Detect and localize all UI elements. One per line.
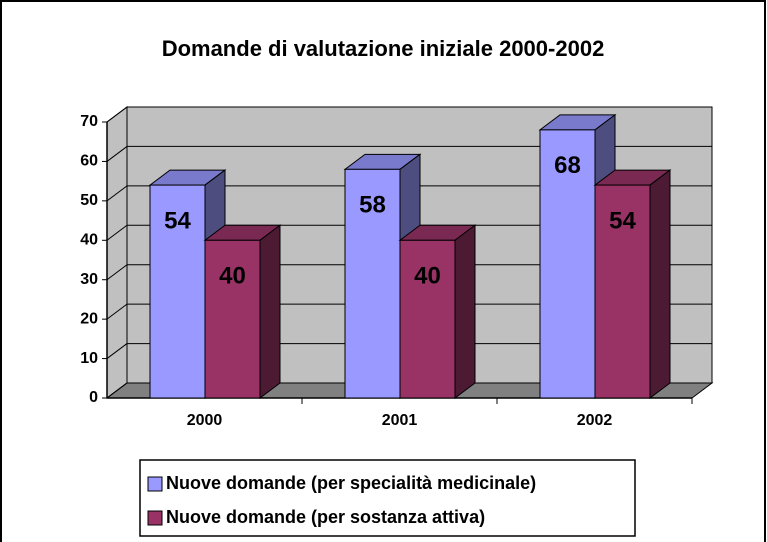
bar	[149, 184, 206, 399]
side-wall	[106, 106, 128, 399]
grid-line	[106, 224, 128, 241]
grid-line	[106, 185, 128, 202]
data-label: 40	[219, 263, 246, 290]
bar-side	[454, 224, 476, 399]
bar	[399, 239, 456, 399]
y-tick-label: 10	[80, 350, 98, 367]
y-tick-label: 40	[80, 232, 98, 249]
y-tick-label: 30	[80, 271, 98, 288]
grid-line	[106, 264, 128, 281]
legend-label: Nuove domande (per specialità medicinale…	[166, 473, 536, 493]
bar-side	[259, 224, 281, 399]
x-tick-label: 2000	[187, 412, 223, 429]
y-tick-label: 60	[80, 153, 98, 170]
legend-swatch	[147, 510, 163, 526]
data-label: 54	[609, 207, 636, 234]
bar	[344, 168, 401, 399]
y-tick-label: 20	[80, 310, 98, 327]
data-label: 68	[554, 152, 581, 179]
bar	[204, 239, 261, 399]
data-label: 54	[164, 207, 191, 234]
legend-label: Nuove domande (per sostanza attiva)	[166, 507, 485, 527]
data-label: 58	[359, 192, 386, 219]
legend	[139, 459, 636, 537]
y-tick-label: 50	[80, 192, 98, 209]
y-tick-label: 70	[80, 113, 98, 130]
bar	[539, 129, 596, 399]
x-tick-label: 2001	[382, 412, 418, 429]
grid-line	[106, 303, 128, 320]
legend-swatch	[147, 476, 163, 492]
bar	[594, 184, 651, 399]
chart-title: Domande di valutazione iniziale 2000-200…	[162, 36, 605, 61]
grid-line	[106, 382, 128, 399]
x-tick-label: 2002	[577, 412, 613, 429]
data-label: 40	[414, 263, 441, 290]
y-tick-label: 0	[89, 389, 98, 406]
bar-side	[649, 169, 671, 399]
grid-line	[106, 343, 128, 359]
grid-line	[106, 106, 128, 123]
grid-line	[106, 146, 128, 162]
